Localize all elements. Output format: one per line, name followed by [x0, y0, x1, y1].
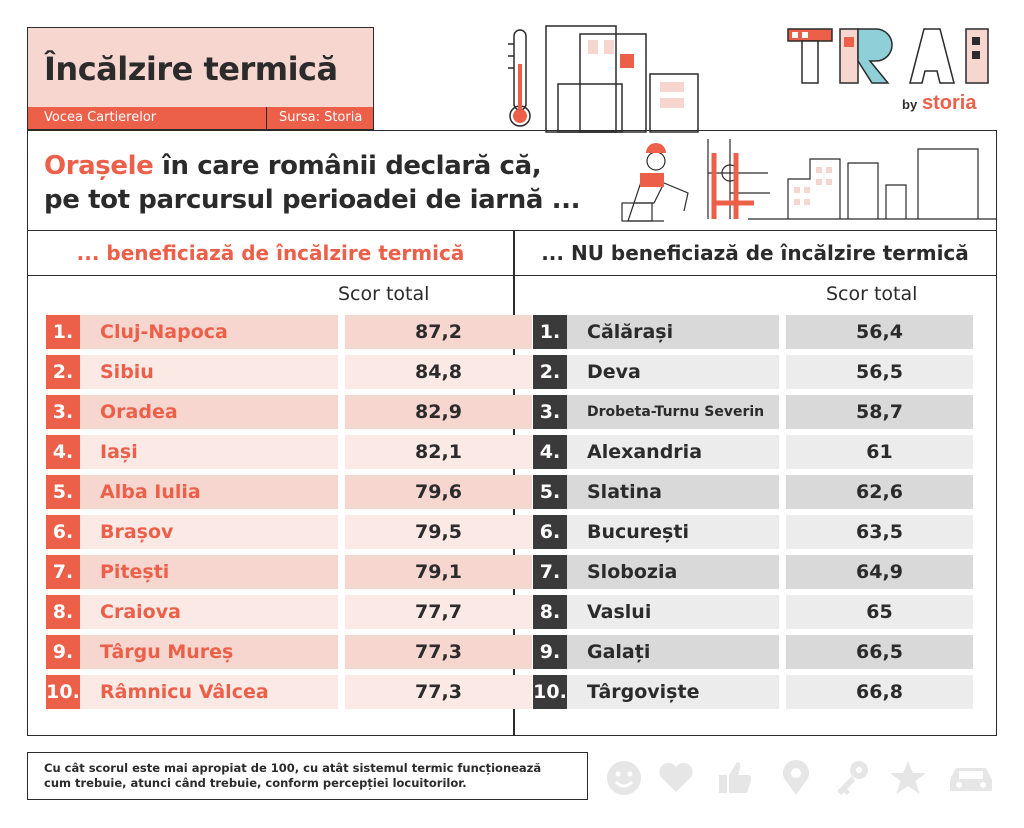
score-value: 63,5	[786, 515, 973, 549]
footnote-line1: Cu cât scorul este mai apropiat de 100, …	[44, 761, 542, 775]
rank-number: 6.	[533, 515, 567, 549]
left-column-heading: ... beneficiază de încălzire termică	[28, 230, 513, 276]
subtitle-line1: în care românii declară că,	[153, 151, 542, 181]
score-value: 79,6	[345, 475, 532, 509]
city-name: Alba Iulia	[80, 475, 338, 509]
rank-number: 7.	[533, 555, 567, 589]
score-value: 77,7	[345, 595, 532, 629]
rank-number: 8.	[533, 595, 567, 629]
source-right: Sursa: Storia	[266, 107, 362, 129]
rank-number: 1.	[533, 315, 567, 349]
score-value: 56,5	[786, 355, 973, 389]
score-value: 65	[786, 595, 973, 629]
car-icon	[950, 768, 992, 791]
city-name: Sibiu	[80, 355, 338, 389]
rank-number: 10.	[46, 675, 80, 709]
rank-number: 4.	[46, 435, 80, 469]
city-name: Slobozia	[567, 555, 779, 589]
rank-number: 4.	[533, 435, 567, 469]
location-pin-icon	[783, 760, 809, 795]
city-name: Râmnicu Vâlcea	[80, 675, 338, 709]
star-icon	[890, 761, 926, 794]
rank-number: 3.	[46, 395, 80, 429]
source-left: Vocea Cartierelor	[44, 110, 157, 125]
rank-number: 5.	[46, 475, 80, 509]
heart-icon	[659, 762, 693, 792]
city-name: Craiova	[80, 595, 338, 629]
score-value: 82,1	[345, 435, 532, 469]
city-name: Călărași	[567, 315, 779, 349]
rank-number: 5.	[533, 475, 567, 509]
rank-number: 9.	[46, 635, 80, 669]
score-value: 82,9	[345, 395, 532, 429]
city-name: București	[567, 515, 779, 549]
subtitle: Orașele în care românii declară că, pe t…	[44, 149, 580, 217]
right-score-label: Scor total	[826, 283, 918, 305]
score-value: 66,5	[786, 635, 973, 669]
rank-number: 3.	[533, 395, 567, 429]
score-value: 64,9	[786, 555, 973, 589]
logo-storia: storia	[922, 92, 977, 114]
rank-number: 8.	[46, 595, 80, 629]
city-name: Cluj-Napoca	[80, 315, 338, 349]
score-value: 61	[786, 435, 973, 469]
subtitle-area: Orașele în care românii declară că, pe t…	[28, 131, 996, 231]
city-name: Deva	[567, 355, 779, 389]
city-name: Oradea	[80, 395, 338, 429]
score-value: 79,1	[345, 555, 532, 589]
footnote: Cu cât scorul este mai apropiat de 100, …	[27, 752, 588, 800]
city-name: Galați	[567, 635, 779, 669]
score-value: 87,2	[345, 315, 532, 349]
city-name: Pitești	[80, 555, 338, 589]
score-value: 77,3	[345, 675, 532, 709]
logo-by: by	[902, 97, 918, 112]
page-title: Încălzire termică	[44, 50, 338, 88]
title-box: Încălzire termică Vocea Cartierelor Surs…	[27, 27, 374, 130]
score-value: 66,8	[786, 675, 973, 709]
score-value: 77,3	[345, 635, 532, 669]
left-score-label: Scor total	[338, 283, 430, 305]
city-name: Drobeta-Turnu Severin	[567, 395, 779, 429]
subtitle-line2: pe tot parcursul perioadei de iarnă ...	[44, 185, 581, 215]
thumbs-up-icon	[719, 762, 752, 793]
score-value: 58,7	[786, 395, 973, 429]
footnote-line2: cum trebuie, atunci când trebuie, confor…	[44, 776, 467, 790]
main-frame: Orașele în care românii declară că, pe t…	[27, 130, 997, 736]
city-name: Slatina	[567, 475, 779, 509]
trai-storia-logo: by storia	[787, 28, 989, 114]
plumber-skyline-illustration	[621, 139, 996, 222]
city-name: Brașov	[80, 515, 338, 549]
score-value: 56,4	[786, 315, 973, 349]
city-name: Iași	[80, 435, 338, 469]
rank-number: 1.	[46, 315, 80, 349]
subtitle-highlight: Orașele	[44, 151, 154, 181]
smiley-icon	[607, 761, 641, 795]
key-icon	[837, 761, 868, 795]
buildings-thermometer-illustration	[508, 25, 699, 133]
city-name: Alexandria	[567, 435, 779, 469]
rank-number: 6.	[46, 515, 80, 549]
source-bar: Vocea Cartierelor Sursa: Storia	[28, 107, 373, 129]
score-value: 79,5	[345, 515, 532, 549]
score-value: 62,6	[786, 475, 973, 509]
city-name: Târgu Mureș	[80, 635, 338, 669]
rank-number: 2.	[46, 355, 80, 389]
rank-number: 9.	[533, 635, 567, 669]
score-value: 84,8	[345, 355, 532, 389]
city-name: Vaslui	[567, 595, 779, 629]
city-name: Târgoviște	[567, 675, 779, 709]
rank-number: 7.	[46, 555, 80, 589]
right-column-heading: ... NU beneficiază de încălzire termică	[514, 230, 996, 276]
rank-number: 10.	[533, 675, 567, 709]
rank-number: 2.	[533, 355, 567, 389]
